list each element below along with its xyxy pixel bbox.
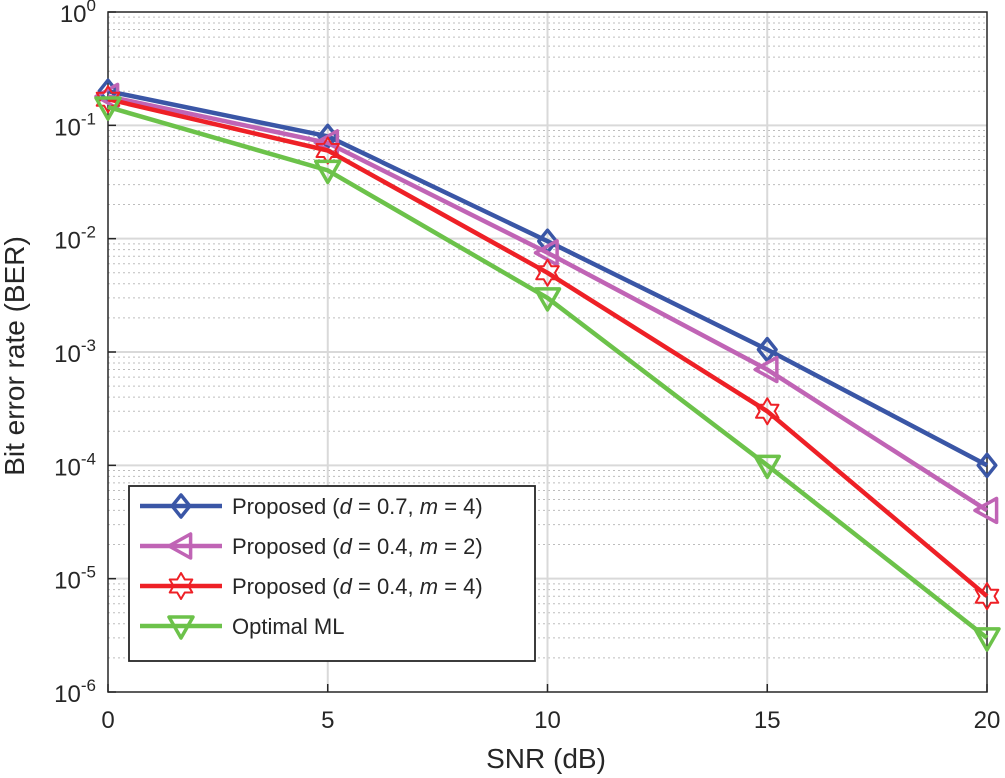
legend-entry: Proposed (d = 0.4, m = 2) (140, 532, 483, 560)
x-tick-label: 0 (101, 707, 114, 734)
legend-marker-swatch (168, 572, 194, 600)
data-point-marker (533, 287, 562, 312)
legend-entry: Optimal ML (140, 614, 344, 640)
legend-label: Proposed (d = 0.4, m = 4) (232, 574, 483, 599)
y-tick-label: 100 (60, 0, 96, 28)
x-axis-ticks: 0 5 10 15 20 (101, 684, 1000, 734)
y-tick-label: 10-5 (54, 563, 96, 595)
series-line (107, 104, 989, 640)
x-tick-label: 15 (754, 707, 781, 734)
x-axis-title: SNR (dB) (486, 743, 606, 774)
data-point-marker (753, 454, 781, 480)
data-point-marker (533, 239, 559, 267)
data-point-marker (314, 159, 342, 185)
legend-label: Proposed (d = 0.7, m = 4) (232, 494, 483, 519)
series-3 (95, 85, 1000, 611)
x-tick-label: 10 (534, 707, 561, 734)
data-point-marker (95, 85, 121, 114)
legend-marker-swatch (170, 493, 192, 519)
y-tick-label: 10-1 (54, 109, 96, 141)
y-tick-label: 10-4 (54, 449, 96, 481)
data-point-marker (755, 397, 780, 426)
y-tick-label: 10-6 (54, 676, 96, 708)
legend-entry: Proposed (d = 0.4, m = 4) (140, 572, 483, 600)
y-axis-title: Bit error rate (BER) (0, 236, 30, 476)
legend-marker-swatch (167, 615, 195, 640)
series-4 (94, 96, 1001, 652)
legend-entry: Proposed (d = 0.7, m = 4) (140, 493, 483, 519)
data-point-marker (976, 452, 998, 479)
series-2 (94, 82, 999, 525)
legend: Proposed (d = 0.7, m = 4) Proposed (d = 0… (128, 485, 536, 662)
data-point-marker (974, 582, 1000, 611)
legend-box (128, 485, 536, 662)
x-tick-label: 5 (321, 707, 334, 734)
data-point-marker (94, 96, 122, 121)
series-line (107, 97, 989, 598)
series-layer (94, 78, 1001, 652)
legend-label: Optimal ML (232, 614, 344, 639)
y-tick-label: 10-3 (54, 336, 96, 368)
data-point-marker (973, 496, 999, 525)
y-axis-ticks: 10-6 10-5 10-4 10-3 10-2 10-1 100 (54, 0, 116, 708)
data-point-marker (973, 627, 1001, 652)
data-point-marker (756, 336, 778, 363)
data-point-marker (315, 136, 340, 165)
series-line (107, 88, 989, 468)
legend-marker-swatch (167, 532, 193, 560)
data-point-marker (753, 355, 779, 384)
x-tick-label: 20 (974, 707, 1001, 734)
series-line (107, 94, 989, 513)
legend-label: Proposed (d = 0.4, m = 2) (232, 534, 483, 559)
y-tick-label: 10-2 (54, 223, 96, 255)
data-point-marker (535, 258, 560, 287)
